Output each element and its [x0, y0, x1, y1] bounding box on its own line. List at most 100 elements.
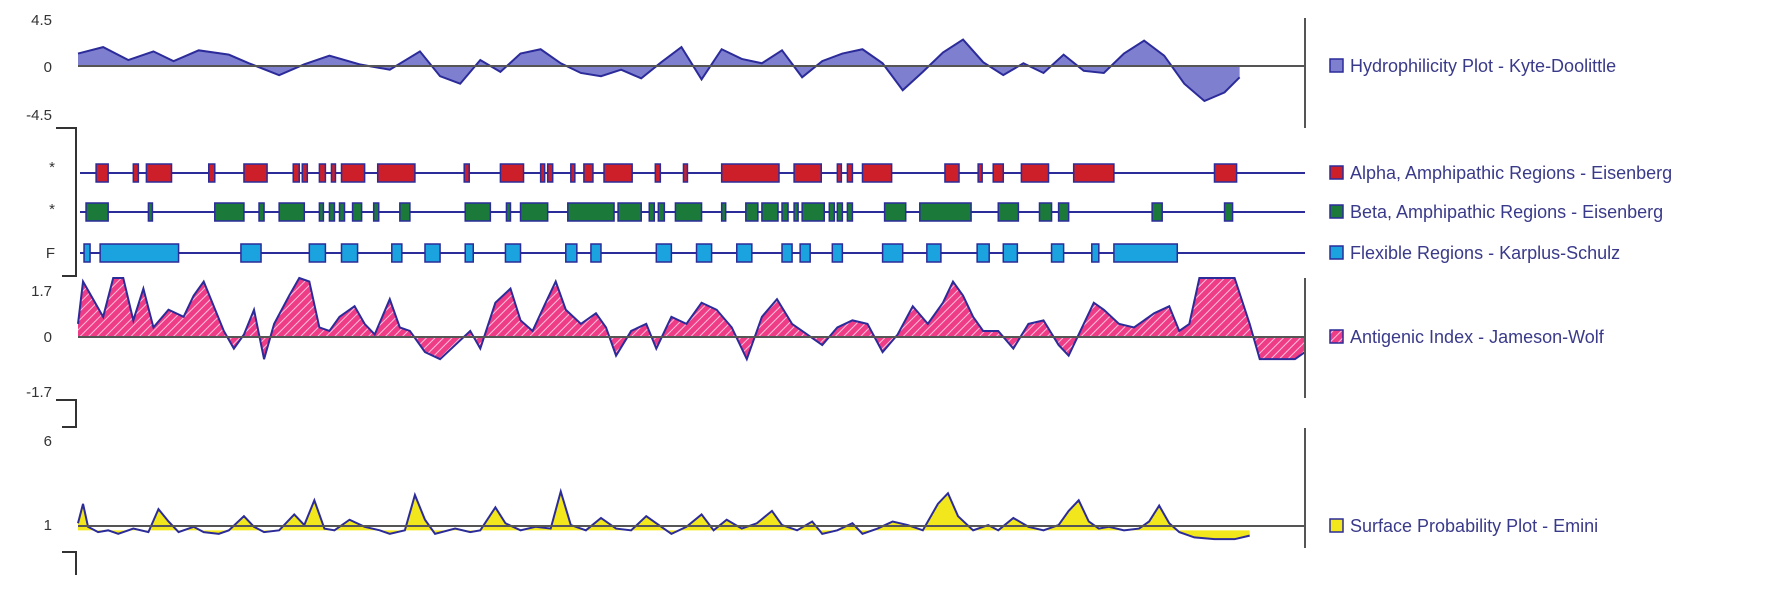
alpha-segment	[793, 163, 822, 183]
beta-segment	[505, 202, 512, 222]
beta-segment	[720, 202, 727, 222]
beta-track: *	[49, 201, 1305, 222]
flex-segment	[926, 243, 942, 263]
beta-segment	[464, 202, 492, 222]
beta-segment	[761, 202, 779, 222]
alpha-segment	[944, 163, 960, 183]
beta-segment	[674, 202, 703, 222]
alpha-segment	[1020, 163, 1050, 183]
beta-segment	[258, 202, 265, 222]
flex-legend-swatch	[1329, 245, 1344, 260]
flex-segment	[881, 243, 904, 263]
alpha-segment	[330, 163, 337, 183]
beta-segment	[828, 202, 836, 222]
antigenic-area-fill	[78, 278, 1305, 360]
alpha-track-label: *	[49, 159, 55, 176]
flex-segment	[781, 243, 793, 263]
beta-track-label: *	[49, 201, 55, 218]
alpha-segment	[836, 163, 843, 183]
beta-segment	[781, 202, 789, 222]
alpha-segment	[340, 163, 366, 183]
flex-segment	[1050, 243, 1065, 263]
beta-segment	[567, 202, 615, 222]
antigenic-ytick-zero: 0	[44, 329, 52, 346]
antigenic-ytick-top: 1.7	[31, 283, 52, 300]
antigenic-ytick-bottom: -1.7	[26, 384, 52, 401]
beta-segment	[657, 202, 666, 222]
alpha-segments	[95, 163, 1238, 183]
beta-segment	[147, 202, 154, 222]
alpha-segment	[992, 163, 1005, 183]
beta-segment	[846, 202, 854, 222]
beta-segment	[351, 202, 363, 222]
hydro-line	[77, 38, 1241, 103]
hydro-ytick-top: 4.5	[31, 12, 52, 29]
beta-segment	[338, 202, 346, 222]
antigenic-line	[77, 276, 1306, 362]
alpha-segment	[318, 163, 327, 183]
flex-segment	[695, 243, 713, 263]
beta-segment	[793, 202, 799, 222]
flex-segment	[1091, 243, 1100, 263]
beta-segment	[85, 202, 109, 222]
beta-segment	[1223, 202, 1234, 222]
beta-legend-swatch	[1329, 204, 1344, 219]
alpha-segment	[499, 163, 525, 183]
flex-segments	[83, 243, 1179, 263]
alpha-segment	[546, 163, 554, 183]
beta-segment	[214, 202, 245, 222]
beta-segment	[745, 202, 759, 222]
beta-segment	[648, 202, 656, 222]
flex-segment	[99, 243, 180, 263]
beta-segment	[919, 202, 972, 222]
antigenic-legend-swatch	[1329, 329, 1344, 344]
beta-segment	[883, 202, 907, 222]
flex-segment	[391, 243, 403, 263]
alpha-segment	[243, 163, 268, 183]
alpha-segment	[682, 163, 689, 183]
alpha-segment	[539, 163, 546, 183]
legend: Hydrophilicity Plot - Kyte-Doolittle Alph…	[1329, 56, 1672, 536]
flex-segment	[565, 243, 578, 263]
hydro-legend-label: Hydrophilicity Plot - Kyte-Doolittle	[1350, 56, 1616, 76]
surface-bracket-bottom	[62, 551, 77, 575]
antigenic-series	[77, 276, 1306, 362]
flex-legend-label: Flexible Regions - Karplus-Schulz	[1350, 243, 1620, 263]
alpha-segment	[1213, 163, 1238, 183]
alpha-segment	[145, 163, 173, 183]
hydro-area-fill	[78, 39, 1240, 101]
flex-track-label: F	[46, 245, 55, 262]
alpha-segment	[570, 163, 576, 183]
beta-legend-label: Beta, Amphipathic Regions - Eisenberg	[1350, 202, 1663, 222]
flex-track: F	[46, 243, 1305, 263]
surface-area-fill	[78, 491, 1250, 540]
flex-segment	[799, 243, 811, 263]
tracks-bracket	[56, 127, 77, 277]
hydrophilicity-series	[77, 38, 1241, 103]
alpha-segment	[846, 163, 854, 183]
flex-segment	[83, 243, 91, 263]
flex-segment	[504, 243, 522, 263]
surface-legend-label: Surface Probability Plot - Emini	[1350, 516, 1598, 536]
beta-segment	[318, 202, 325, 222]
alpha-segment	[977, 163, 983, 183]
hydro-ytick-zero: 0	[44, 59, 52, 76]
flex-segment	[590, 243, 602, 263]
flex-segment	[340, 243, 359, 263]
beta-segment	[617, 202, 642, 222]
beta-segment	[519, 202, 549, 222]
alpha-segment	[132, 163, 140, 183]
surface-bracket-top	[56, 399, 77, 428]
alpha-segment	[376, 163, 416, 183]
flex-segment	[308, 243, 327, 263]
surface-ytick-top: 6	[44, 433, 52, 450]
beta-segment	[399, 202, 411, 222]
beta-segment	[1057, 202, 1070, 222]
alpha-segment	[654, 163, 662, 183]
beta-segment	[1038, 202, 1053, 222]
surface-panel: 6 1	[44, 428, 1306, 548]
alpha-segment	[861, 163, 893, 183]
antigenic-legend-label: Antigenic Index - Jameson-Wolf	[1350, 327, 1605, 347]
beta-segment	[278, 202, 306, 222]
